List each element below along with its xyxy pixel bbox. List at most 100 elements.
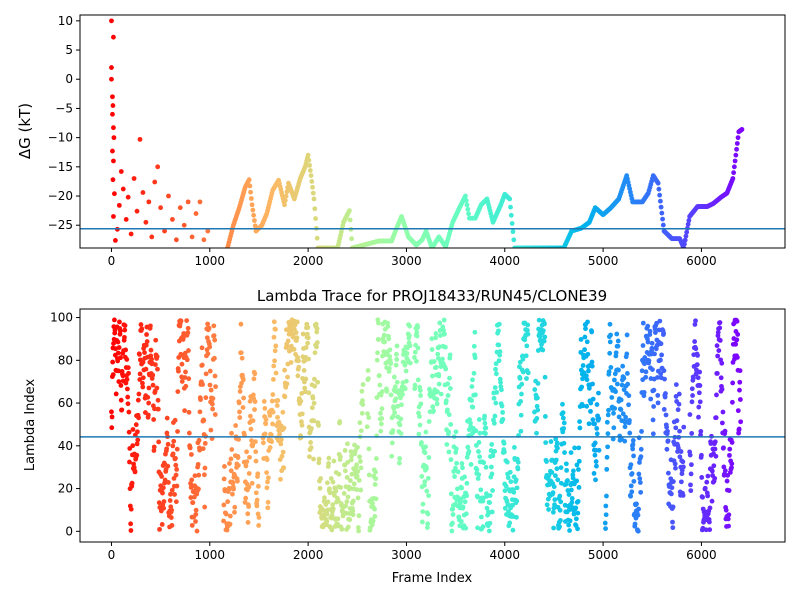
- bottom-point: [422, 450, 428, 456]
- bottom-point: [229, 430, 234, 436]
- bottom-point: [254, 497, 260, 503]
- bottom-point: [140, 375, 146, 381]
- bottom-point: [630, 446, 636, 452]
- bottom-point: [196, 472, 202, 478]
- bottom-point: [232, 504, 238, 510]
- bottom-point: [327, 490, 333, 496]
- bottom-point: [208, 427, 214, 433]
- bottom-y-tick-label: 0: [65, 524, 73, 538]
- bottom-point: [438, 391, 444, 397]
- bottom-point: [144, 332, 149, 337]
- bottom-point: [355, 495, 361, 501]
- bottom-point: [472, 329, 478, 335]
- bottom-point: [253, 490, 259, 496]
- bottom-point: [116, 368, 121, 374]
- bottom-point: [262, 431, 268, 437]
- bottom-point: [650, 417, 656, 423]
- bottom-point: [670, 504, 676, 510]
- bottom-point: [115, 358, 121, 364]
- bottom-point: [203, 371, 209, 377]
- bottom-point: [692, 322, 698, 327]
- top-panel: 0 1000 2000 3000 4000 5000 6000 10 5 0 −5 −10 −15 −2…: [16, 14, 786, 268]
- bottom-point: [725, 516, 731, 522]
- bottom-point: [585, 319, 590, 325]
- bottom-point: [627, 418, 632, 423]
- bottom-point: [125, 365, 131, 371]
- bottom-point: [727, 446, 733, 452]
- bottom-point: [372, 514, 378, 519]
- bottom-point: [473, 428, 479, 434]
- bottom-point: [475, 494, 481, 500]
- bottom-point: [306, 454, 312, 460]
- bottom-point: [676, 391, 682, 397]
- bottom-point: [491, 395, 497, 401]
- bottom-point: [714, 392, 719, 398]
- bottom-point: [403, 368, 409, 374]
- bottom-point: [499, 403, 505, 409]
- bottom-point: [553, 457, 559, 463]
- bottom-point: [472, 355, 478, 361]
- bottom-point: [360, 382, 366, 387]
- bottom-point: [143, 366, 149, 372]
- top-point: [146, 199, 152, 205]
- bottom-point: [652, 351, 657, 357]
- bottom-point: [631, 478, 637, 484]
- bottom-point: [596, 447, 602, 453]
- bottom-point: [625, 381, 631, 387]
- bottom-point: [661, 331, 667, 336]
- bottom-point: [238, 350, 244, 356]
- bottom-point: [280, 449, 286, 455]
- bottom-point: [723, 507, 729, 513]
- bottom-point: [149, 356, 154, 362]
- bottom-point: [681, 464, 686, 470]
- bottom-point: [692, 339, 698, 344]
- bottom-point: [344, 499, 350, 505]
- bottom-point: [608, 365, 614, 370]
- bottom-point: [483, 464, 489, 470]
- bottom-point: [737, 368, 743, 374]
- bottom-point: [374, 395, 380, 400]
- bottom-point: [267, 445, 273, 450]
- top-point: [313, 216, 318, 221]
- bottom-point: [544, 502, 550, 508]
- bottom-point: [514, 485, 520, 491]
- bottom-y-tick-label: 60: [58, 396, 73, 410]
- bottom-point: [377, 382, 383, 388]
- bottom-point: [570, 475, 576, 481]
- bottom-point: [624, 332, 630, 338]
- bottom-point: [381, 332, 387, 338]
- bottom-point: [583, 326, 588, 332]
- bottom-x-tick-label: 2000: [293, 548, 324, 562]
- bottom-point: [359, 388, 365, 394]
- top-point: [128, 231, 134, 237]
- bottom-point: [256, 523, 262, 528]
- top-point: [246, 177, 252, 183]
- bottom-point: [465, 444, 471, 450]
- top-point: [181, 222, 187, 228]
- bottom-point: [379, 416, 385, 421]
- top-y-tick-label: −15: [48, 160, 73, 174]
- bottom-point: [250, 418, 256, 424]
- bottom-point: [198, 397, 203, 402]
- top-point: [463, 198, 469, 203]
- bottom-point: [124, 377, 130, 382]
- bottom-point: [673, 425, 679, 431]
- bottom-point: [211, 323, 217, 329]
- top-point: [252, 218, 257, 223]
- bottom-point: [151, 448, 157, 453]
- bottom-point: [560, 415, 566, 421]
- bottom-point: [641, 390, 647, 395]
- bottom-point: [398, 431, 404, 436]
- bottom-y-tick-label: 20: [58, 482, 73, 496]
- bottom-point: [677, 454, 683, 460]
- bottom-point: [662, 394, 668, 400]
- bottom-point: [212, 337, 218, 343]
- bottom-point: [635, 528, 641, 534]
- bottom-point: [124, 357, 130, 362]
- bottom-point: [386, 336, 392, 342]
- bottom-point: [697, 399, 703, 405]
- bottom-point: [719, 360, 725, 366]
- top-point: [309, 179, 315, 184]
- bottom-point: [602, 520, 608, 526]
- top-point: [110, 94, 115, 100]
